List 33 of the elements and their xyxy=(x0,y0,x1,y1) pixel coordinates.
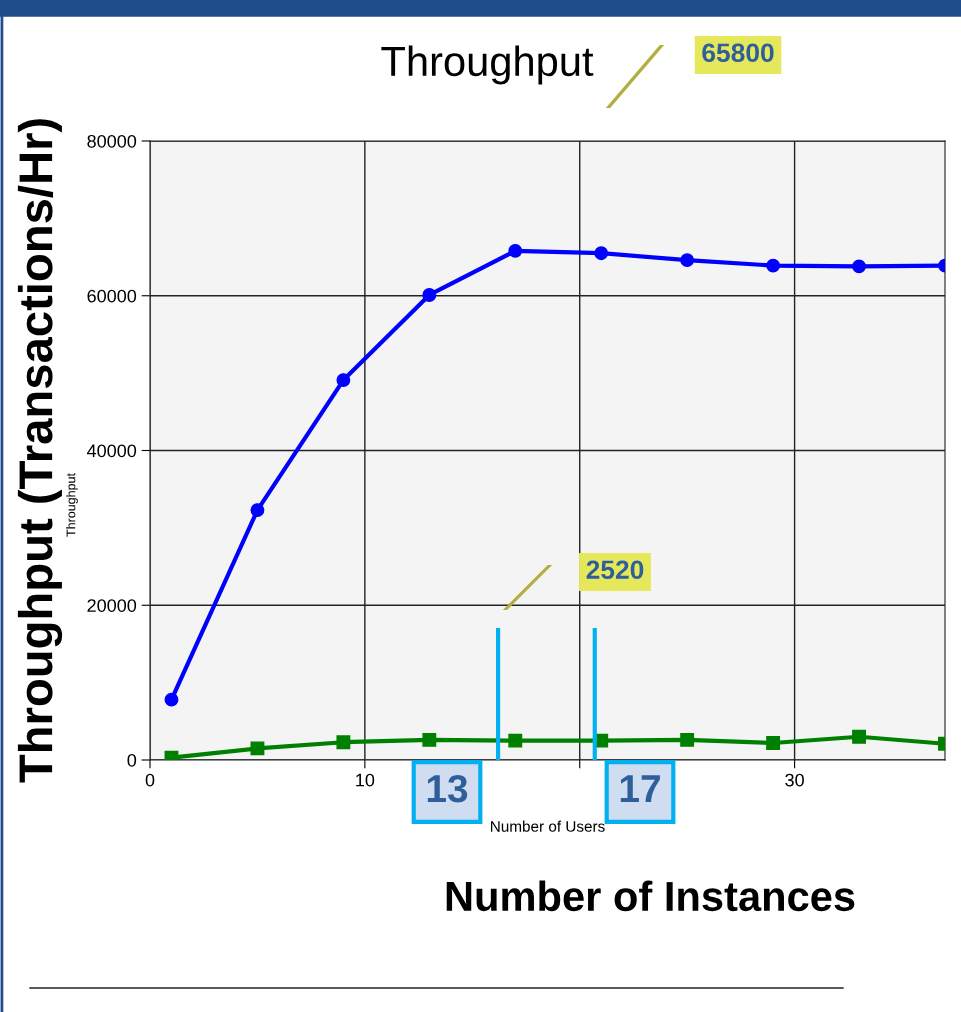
point xyxy=(766,258,781,273)
text: Throughput xyxy=(66,473,78,537)
x-tick-label: 30 xyxy=(785,773,804,787)
annotation: 2520 xyxy=(586,560,644,580)
text: 65800 xyxy=(702,43,774,63)
y-tick-label: 20000 xyxy=(87,599,137,612)
y-tick-label: 80000 xyxy=(87,134,137,148)
text: Number of Instances xyxy=(446,880,855,912)
point xyxy=(594,246,609,261)
point xyxy=(422,288,437,302)
point xyxy=(766,736,781,750)
y-axis-title: Throughput (Transactions/Hr) xyxy=(17,119,63,783)
x-tick-label: 0 xyxy=(145,773,155,787)
point xyxy=(680,732,695,747)
text: 17 xyxy=(620,775,660,803)
point xyxy=(336,373,351,388)
x-axis-title: Number of Users xyxy=(491,820,605,832)
point xyxy=(852,729,866,744)
point xyxy=(250,503,265,518)
point xyxy=(164,692,179,707)
text: 13 xyxy=(427,774,468,803)
chart-title: Throughput xyxy=(381,45,594,85)
point xyxy=(422,732,437,747)
y-tick-label: 0 xyxy=(127,753,137,767)
point xyxy=(336,735,351,750)
y-tick-label: 40000 xyxy=(87,444,137,458)
point xyxy=(852,259,866,274)
point xyxy=(250,741,265,756)
y-tick-label: 60000 xyxy=(87,289,137,303)
x-tick-label: 10 xyxy=(356,773,375,787)
point xyxy=(508,733,523,748)
point xyxy=(680,253,695,268)
point xyxy=(508,243,523,258)
